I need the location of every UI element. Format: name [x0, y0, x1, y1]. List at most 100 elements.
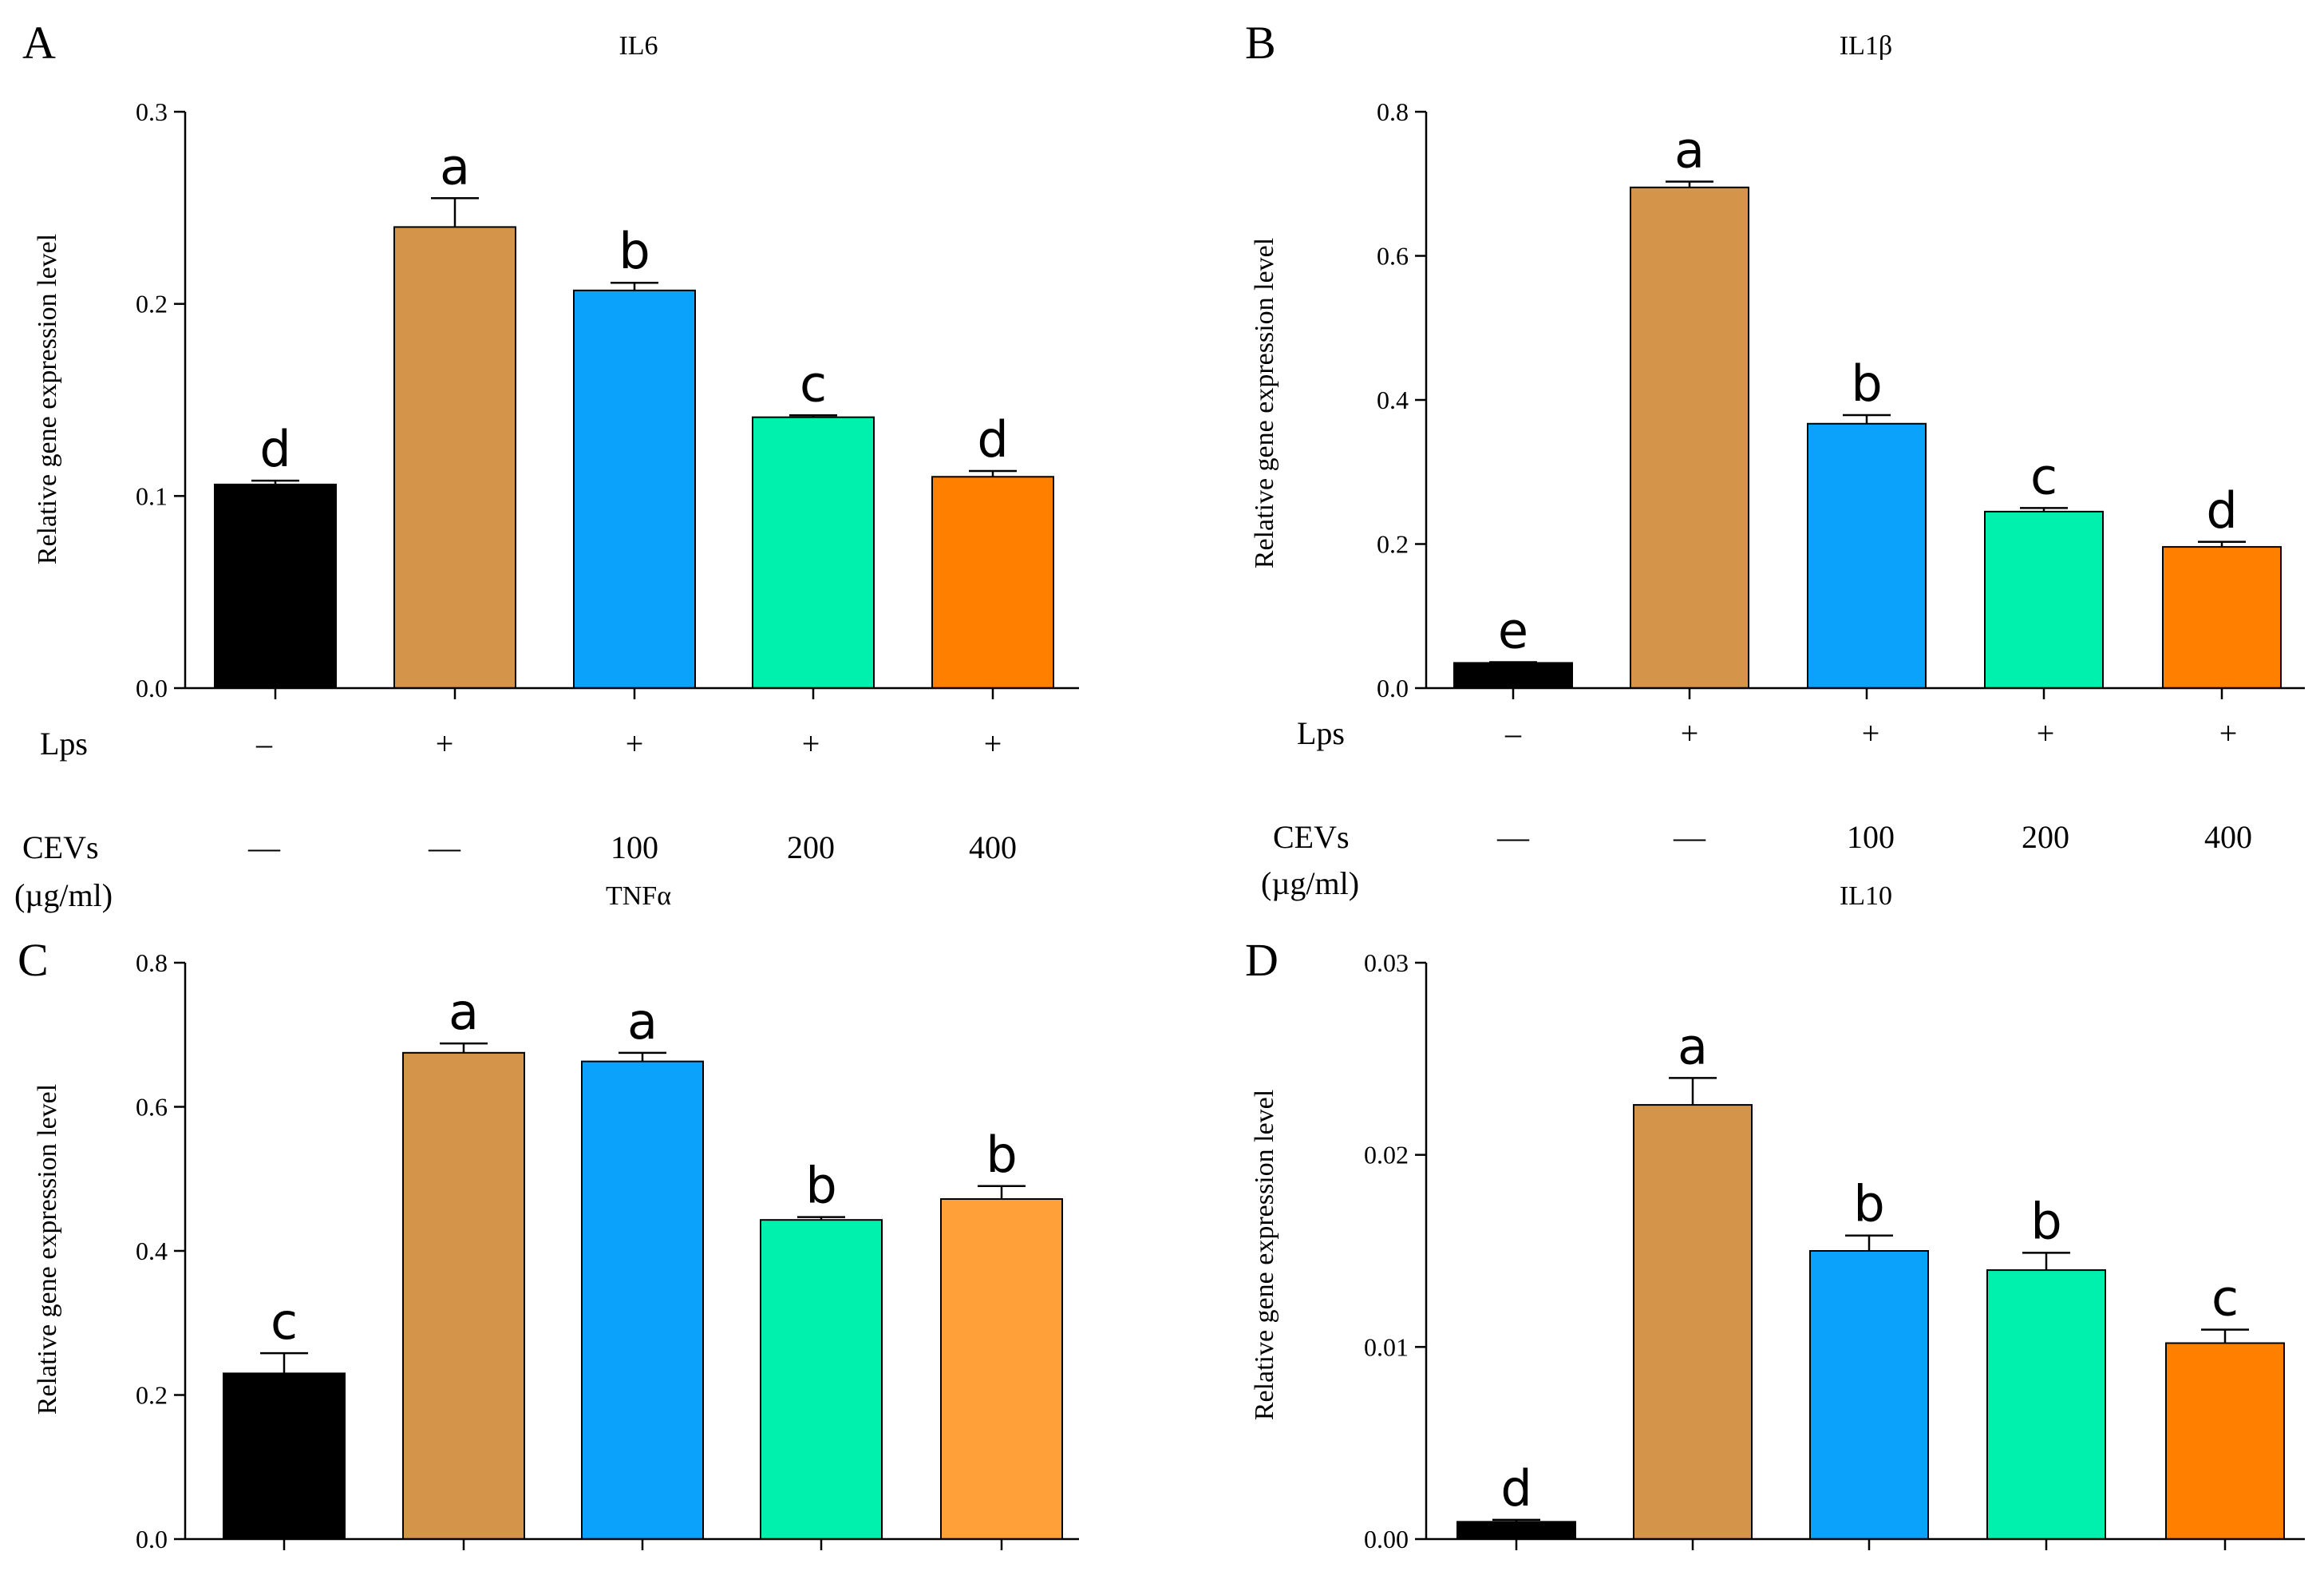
error-bar [797, 1216, 845, 1221]
lps-value: + [2219, 715, 2238, 751]
y-tick-label: 0.4 [1377, 386, 1409, 414]
y-tick-label: 0.0 [136, 1525, 168, 1553]
significance-letter: d [259, 420, 290, 478]
y-tick-label: 0.1 [136, 481, 168, 510]
panel-letter-b: B [1245, 17, 1276, 69]
significance-letter: a [627, 992, 658, 1051]
y-tick-label: 0.3 [136, 97, 168, 126]
bar-g5 [2162, 546, 2282, 689]
significance-letter: a [1674, 121, 1705, 180]
y-tick-label: 0.01 [1364, 1332, 1409, 1361]
y-tick-label: 0.0 [1377, 674, 1409, 702]
error-bar [969, 469, 1017, 477]
lps-value: + [802, 726, 820, 762]
bar-g3 [581, 1060, 704, 1540]
error-bar [1843, 414, 1891, 424]
bar-g5 [940, 1198, 1063, 1541]
error-bar [2201, 1328, 2249, 1343]
y-tick-label: 0.2 [1377, 530, 1409, 559]
y-tick-label: 0.6 [136, 1093, 168, 1122]
bar-g3 [573, 289, 696, 689]
bar-g5 [931, 476, 1054, 689]
y-tick-label: 0.2 [136, 290, 168, 319]
y-tick-label: 0.00 [1364, 1525, 1409, 1553]
significance-letter: b [2030, 1192, 2061, 1250]
bar-g5 [2165, 1342, 2285, 1541]
bar-g2 [1633, 1104, 1753, 1541]
significance-letter: a [1678, 1017, 1708, 1075]
significance-letter: b [986, 1126, 1017, 1184]
lps-value: – [1504, 715, 1522, 751]
lps-value: + [984, 726, 1002, 762]
panel-d-y-axis-label: Relative gene expression level [1250, 1090, 1279, 1420]
error-bar [1666, 180, 1713, 188]
cevs-value: — [1673, 819, 1706, 855]
lps-value: + [1862, 715, 1880, 751]
cevs-value: 400 [2204, 819, 2252, 855]
lps-value: + [626, 726, 644, 762]
significance-letter: c [271, 1292, 298, 1351]
significance-letter: a [440, 137, 470, 196]
error-bar [789, 414, 837, 417]
bar-g2 [1630, 186, 1749, 689]
panel-b-y-axis-label: Relative gene expression level [1250, 238, 1279, 568]
y-tick-label: 0.02 [1364, 1141, 1409, 1169]
error-bar [2198, 540, 2246, 548]
y-tick-label: 0.0 [136, 674, 168, 702]
error-bar [251, 479, 299, 485]
error-bar [1845, 1234, 1893, 1251]
significance-letter: b [1851, 354, 1882, 413]
lps-row-label: Lps [1297, 715, 1345, 751]
bar-g4 [1984, 510, 2104, 690]
bar-g3 [1809, 1250, 1929, 1540]
bar-g3 [1807, 422, 1927, 689]
significance-letter: a [449, 983, 479, 1041]
cevs-unit-label: (µg/ml) [1261, 865, 1359, 901]
bar-g4 [1986, 1269, 2106, 1540]
panel-c: C TNFα Relative gene expression level c a… [18, 881, 1079, 1553]
panel-c-y-axis-label: Relative gene expression level [33, 1084, 62, 1415]
significance-letter: c [2030, 447, 2057, 505]
significance-letter: d [2206, 481, 2237, 540]
lps-value: – [255, 726, 273, 762]
panel-b-title: IL1β [1840, 31, 1892, 61]
error-bar [431, 197, 479, 228]
lps-value: + [1681, 715, 1699, 751]
panel-d: D IL10 Relative gene expression level d a… [1245, 881, 2305, 1553]
y-tick-label: 0.8 [136, 948, 168, 977]
y-tick-label: 0.2 [136, 1381, 168, 1410]
panel-letter-a: A [22, 17, 56, 69]
significance-letter: b [619, 222, 650, 280]
y-tick-label: 0.03 [1364, 948, 1409, 977]
significance-letter: b [805, 1157, 836, 1215]
bar-g2 [393, 226, 516, 689]
cevs-row-label: CEVs [22, 829, 99, 865]
panel-a: A IL6 Relative gene expression level d a b… [22, 17, 1079, 702]
cevs-value: — [428, 829, 461, 865]
cevs-value: — [1496, 819, 1530, 855]
bar-g1 [1456, 1521, 1576, 1540]
y-tick-label: 0.8 [1377, 97, 1409, 126]
error-bar [2022, 1252, 2070, 1271]
error-bar [1492, 1518, 1540, 1522]
panel-b: B IL1β Relative gene expression level e a… [1245, 17, 2305, 702]
cevs-value: — [247, 829, 281, 865]
panel-letter-d: D [1245, 934, 1279, 986]
error-bar [2020, 507, 2068, 512]
conditions-panel-a: Lps CEVs (µg/ml) – — + — +100 +200 +400 [14, 726, 1017, 913]
bar-g1 [214, 483, 337, 689]
panel-a-title: IL6 [619, 31, 658, 61]
panel-a-y-axis-label: Relative gene expression level [33, 234, 62, 564]
lps-row-label: Lps [40, 726, 88, 762]
significance-letter: c [800, 354, 827, 413]
y-tick-label: 0.6 [1377, 242, 1409, 271]
cevs-row-label: CEVs [1273, 819, 1350, 855]
significance-letter: b [1853, 1175, 1884, 1233]
significance-letter: c [2211, 1269, 2239, 1328]
error-bar [611, 281, 658, 291]
bar-g4 [752, 416, 875, 689]
panel-letter-c: C [18, 934, 49, 986]
error-bar [619, 1051, 666, 1062]
bar-g2 [402, 1051, 525, 1540]
